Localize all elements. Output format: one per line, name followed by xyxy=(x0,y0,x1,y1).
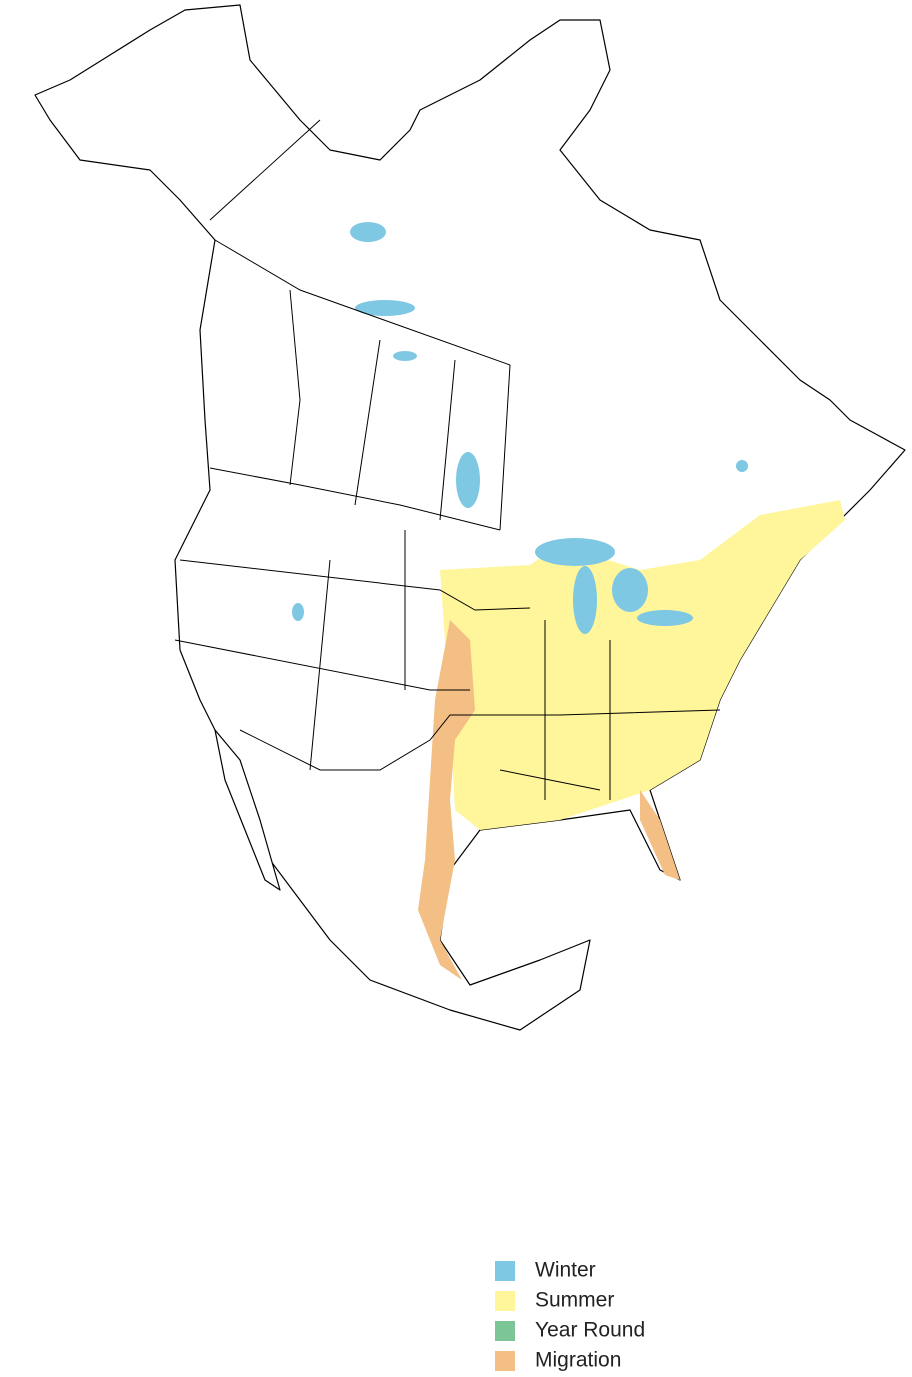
legend-label: Year Round xyxy=(535,1319,645,1342)
lake xyxy=(612,568,648,612)
lake xyxy=(456,452,480,508)
legend-swatch xyxy=(495,1291,515,1311)
lake xyxy=(350,222,386,242)
lake xyxy=(535,538,615,566)
lake xyxy=(573,566,597,634)
lakes xyxy=(292,222,748,634)
baja-peninsula xyxy=(214,729,281,891)
legend-label: Summer xyxy=(535,1289,614,1312)
lake xyxy=(637,610,693,626)
summer-range xyxy=(440,500,845,830)
migration-range xyxy=(418,620,475,980)
lake xyxy=(292,603,304,621)
legend-swatch xyxy=(495,1261,515,1281)
legend-swatch xyxy=(495,1321,515,1341)
legend-label: Migration xyxy=(535,1349,621,1372)
legend-swatch xyxy=(495,1351,515,1371)
lake xyxy=(736,460,748,472)
legend-label: Winter xyxy=(535,1259,596,1282)
migration-range-florida xyxy=(640,790,680,880)
political-borders xyxy=(174,119,721,800)
lake xyxy=(393,351,417,361)
lake xyxy=(355,300,415,316)
